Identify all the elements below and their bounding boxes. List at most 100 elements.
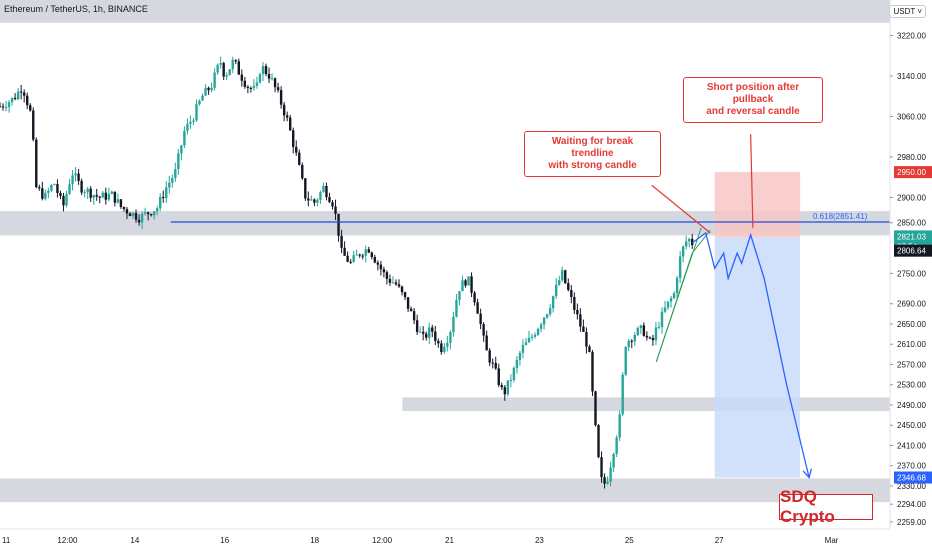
candle-body [678, 256, 682, 278]
candle-body [249, 87, 253, 89]
candle-body [624, 347, 627, 375]
candle-body [4, 107, 8, 109]
candle-body [594, 391, 597, 426]
fib-level-label: 0.618(2851.41) [813, 212, 868, 221]
candle-body [346, 255, 349, 262]
stop-price-badge-bg [894, 166, 932, 179]
candle-body [137, 219, 141, 223]
candle-body [198, 100, 201, 105]
candle-body [29, 105, 32, 111]
candle-body [307, 198, 310, 201]
candle-body [669, 298, 673, 302]
candle-body [237, 61, 241, 75]
candle-body [19, 91, 23, 93]
candle-body [642, 325, 646, 336]
candle-body [168, 182, 171, 188]
candle-body [467, 276, 470, 286]
candle-body [639, 325, 643, 329]
candle-body [246, 86, 250, 88]
candle-body [349, 261, 352, 263]
candle-body [53, 184, 56, 186]
candle-body [687, 238, 691, 242]
price-tick-label: 2490.00 [897, 401, 926, 410]
candle-body [152, 211, 156, 216]
candle-body [645, 335, 649, 338]
candle-body [691, 238, 694, 246]
price-tick-label: 2850.00 [897, 219, 926, 228]
candle-body [89, 188, 92, 198]
time-tick-label: 27 [715, 536, 724, 545]
candle-body [648, 337, 652, 339]
candle-body [165, 187, 168, 199]
time-tick-label: 12:00 [57, 536, 78, 545]
candle-body [618, 414, 621, 438]
candle-body [397, 284, 401, 287]
candle-body [633, 334, 636, 342]
candle-body [319, 192, 322, 200]
candle-body [101, 192, 104, 198]
candle-body [41, 188, 44, 199]
candle-body [258, 74, 262, 83]
currency-selector[interactable]: USDT ˅ [889, 5, 926, 18]
candle-body [663, 307, 667, 312]
candle-body [409, 308, 413, 312]
candle-body [216, 64, 219, 73]
candle-body [476, 302, 479, 314]
candle-body [65, 193, 68, 206]
candle-body [195, 104, 198, 121]
candle-body [310, 199, 313, 201]
candle-body [443, 346, 446, 353]
candle-body [521, 345, 525, 353]
candle-body [376, 262, 380, 265]
current-price-badge: 2821.03 [897, 232, 926, 241]
candle-body [470, 276, 473, 293]
candle-body [119, 199, 123, 207]
candle-body [518, 352, 522, 360]
candle-body [285, 115, 289, 118]
candle-body [352, 255, 355, 262]
candle-body [171, 178, 174, 183]
candle-body [10, 97, 14, 103]
candle-body [134, 212, 138, 220]
candle-body [255, 82, 259, 86]
candle-body [627, 340, 630, 348]
candle-body [379, 264, 383, 270]
price-tick-label: 2610.00 [897, 340, 926, 349]
callout-short-position: Short position after pullback and revers… [683, 77, 823, 123]
candle-body [74, 173, 77, 176]
candle-body [83, 192, 86, 194]
candle-body [95, 195, 98, 197]
candle-body [425, 333, 428, 338]
candle-body [403, 292, 407, 298]
candle-body [282, 104, 286, 116]
symbol-title: Ethereum / TetherUS, 1h, BINANCE [4, 4, 148, 14]
candle-body [506, 380, 510, 395]
candle-body [107, 193, 111, 200]
candle-body [358, 254, 361, 256]
candle-body [567, 283, 570, 291]
candle-body [50, 185, 53, 191]
projection-path [691, 231, 810, 478]
candle-body [201, 95, 204, 101]
candle-body [473, 292, 476, 303]
candle-body [415, 320, 419, 332]
candle-body [337, 213, 340, 236]
candle-body [503, 387, 507, 395]
candle-body [524, 342, 528, 346]
price-tick-label: 2530.00 [897, 381, 926, 390]
candle-body [192, 120, 195, 122]
candle-body [621, 374, 624, 415]
candle-body [204, 87, 207, 96]
candle-body [660, 311, 664, 328]
candle-body [32, 110, 35, 140]
hover-price-badge-bg [894, 244, 932, 257]
candle-body [373, 257, 377, 263]
candle-body [62, 195, 65, 206]
candle-body [597, 425, 600, 458]
candle-body [388, 278, 392, 283]
candle-body [183, 130, 186, 146]
candle-body [382, 269, 386, 273]
candle-body [288, 117, 292, 131]
